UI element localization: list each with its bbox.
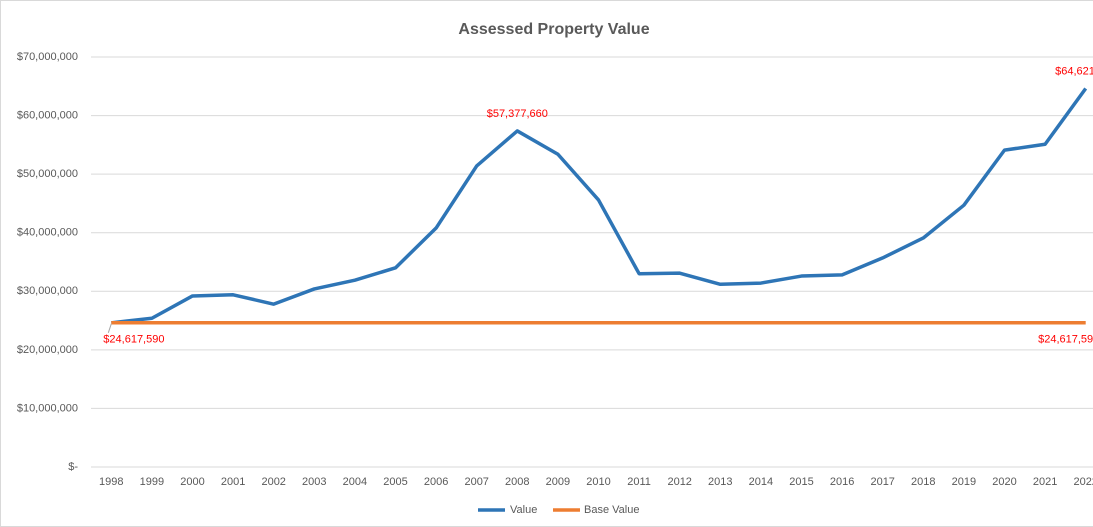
x-tick-label: 2021 (1033, 476, 1057, 488)
x-tick-label: 2000 (180, 476, 204, 488)
y-tick-label: $10,000,000 (17, 402, 78, 414)
y-tick-label: $20,000,000 (17, 344, 78, 356)
x-tick-label: 2011 (627, 476, 651, 488)
x-tick-label: 2006 (424, 476, 448, 488)
x-tick-label: 2020 (992, 476, 1016, 488)
y-tick-label: $60,000,000 (17, 109, 78, 121)
x-tick-label: 2016 (830, 476, 854, 488)
y-tick-label: $70,000,000 (17, 51, 78, 63)
x-tick-label: 2022 (1073, 476, 1093, 488)
x-tick-label: 2018 (911, 476, 935, 488)
y-tick-label: $50,000,000 (17, 168, 78, 180)
x-tick-label: 2013 (708, 476, 732, 488)
x-tick-label: 2002 (261, 476, 285, 488)
chart-title: Assessed Property Value (458, 21, 649, 38)
data-label: $24,617,590 (103, 334, 164, 346)
data-label: $57,377,660 (487, 108, 548, 120)
x-tick-label: 2012 (667, 476, 691, 488)
x-tick-label: 2014 (749, 476, 773, 488)
x-tick-label: 2010 (586, 476, 610, 488)
label-leader (107, 323, 112, 333)
x-tick-label: 2004 (343, 476, 367, 488)
x-tick-label: 2005 (383, 476, 407, 488)
legend-label: Base Value (584, 504, 639, 516)
x-tick-label: 2017 (870, 476, 894, 488)
x-tick-label: 2007 (464, 476, 488, 488)
y-tick-label: $- (68, 461, 78, 473)
x-tick-label: 1999 (140, 476, 164, 488)
x-tick-label: 1998 (99, 476, 123, 488)
x-tick-label: 2008 (505, 476, 529, 488)
line-series (111, 87, 1088, 325)
legend-label: Value (510, 504, 537, 516)
x-tick-label: 2015 (789, 476, 813, 488)
x-tick-label: 2019 (952, 476, 976, 488)
x-tick-label: 2001 (221, 476, 245, 488)
y-tick-label: $30,000,000 (17, 285, 78, 297)
y-tick-label: $40,000,000 (17, 227, 78, 239)
x-tick-label: 2003 (302, 476, 326, 488)
data-label: $24,617,590 (1038, 334, 1093, 346)
data-label: $64,621,550 (1055, 65, 1093, 77)
x-tick-label: 2009 (546, 476, 570, 488)
